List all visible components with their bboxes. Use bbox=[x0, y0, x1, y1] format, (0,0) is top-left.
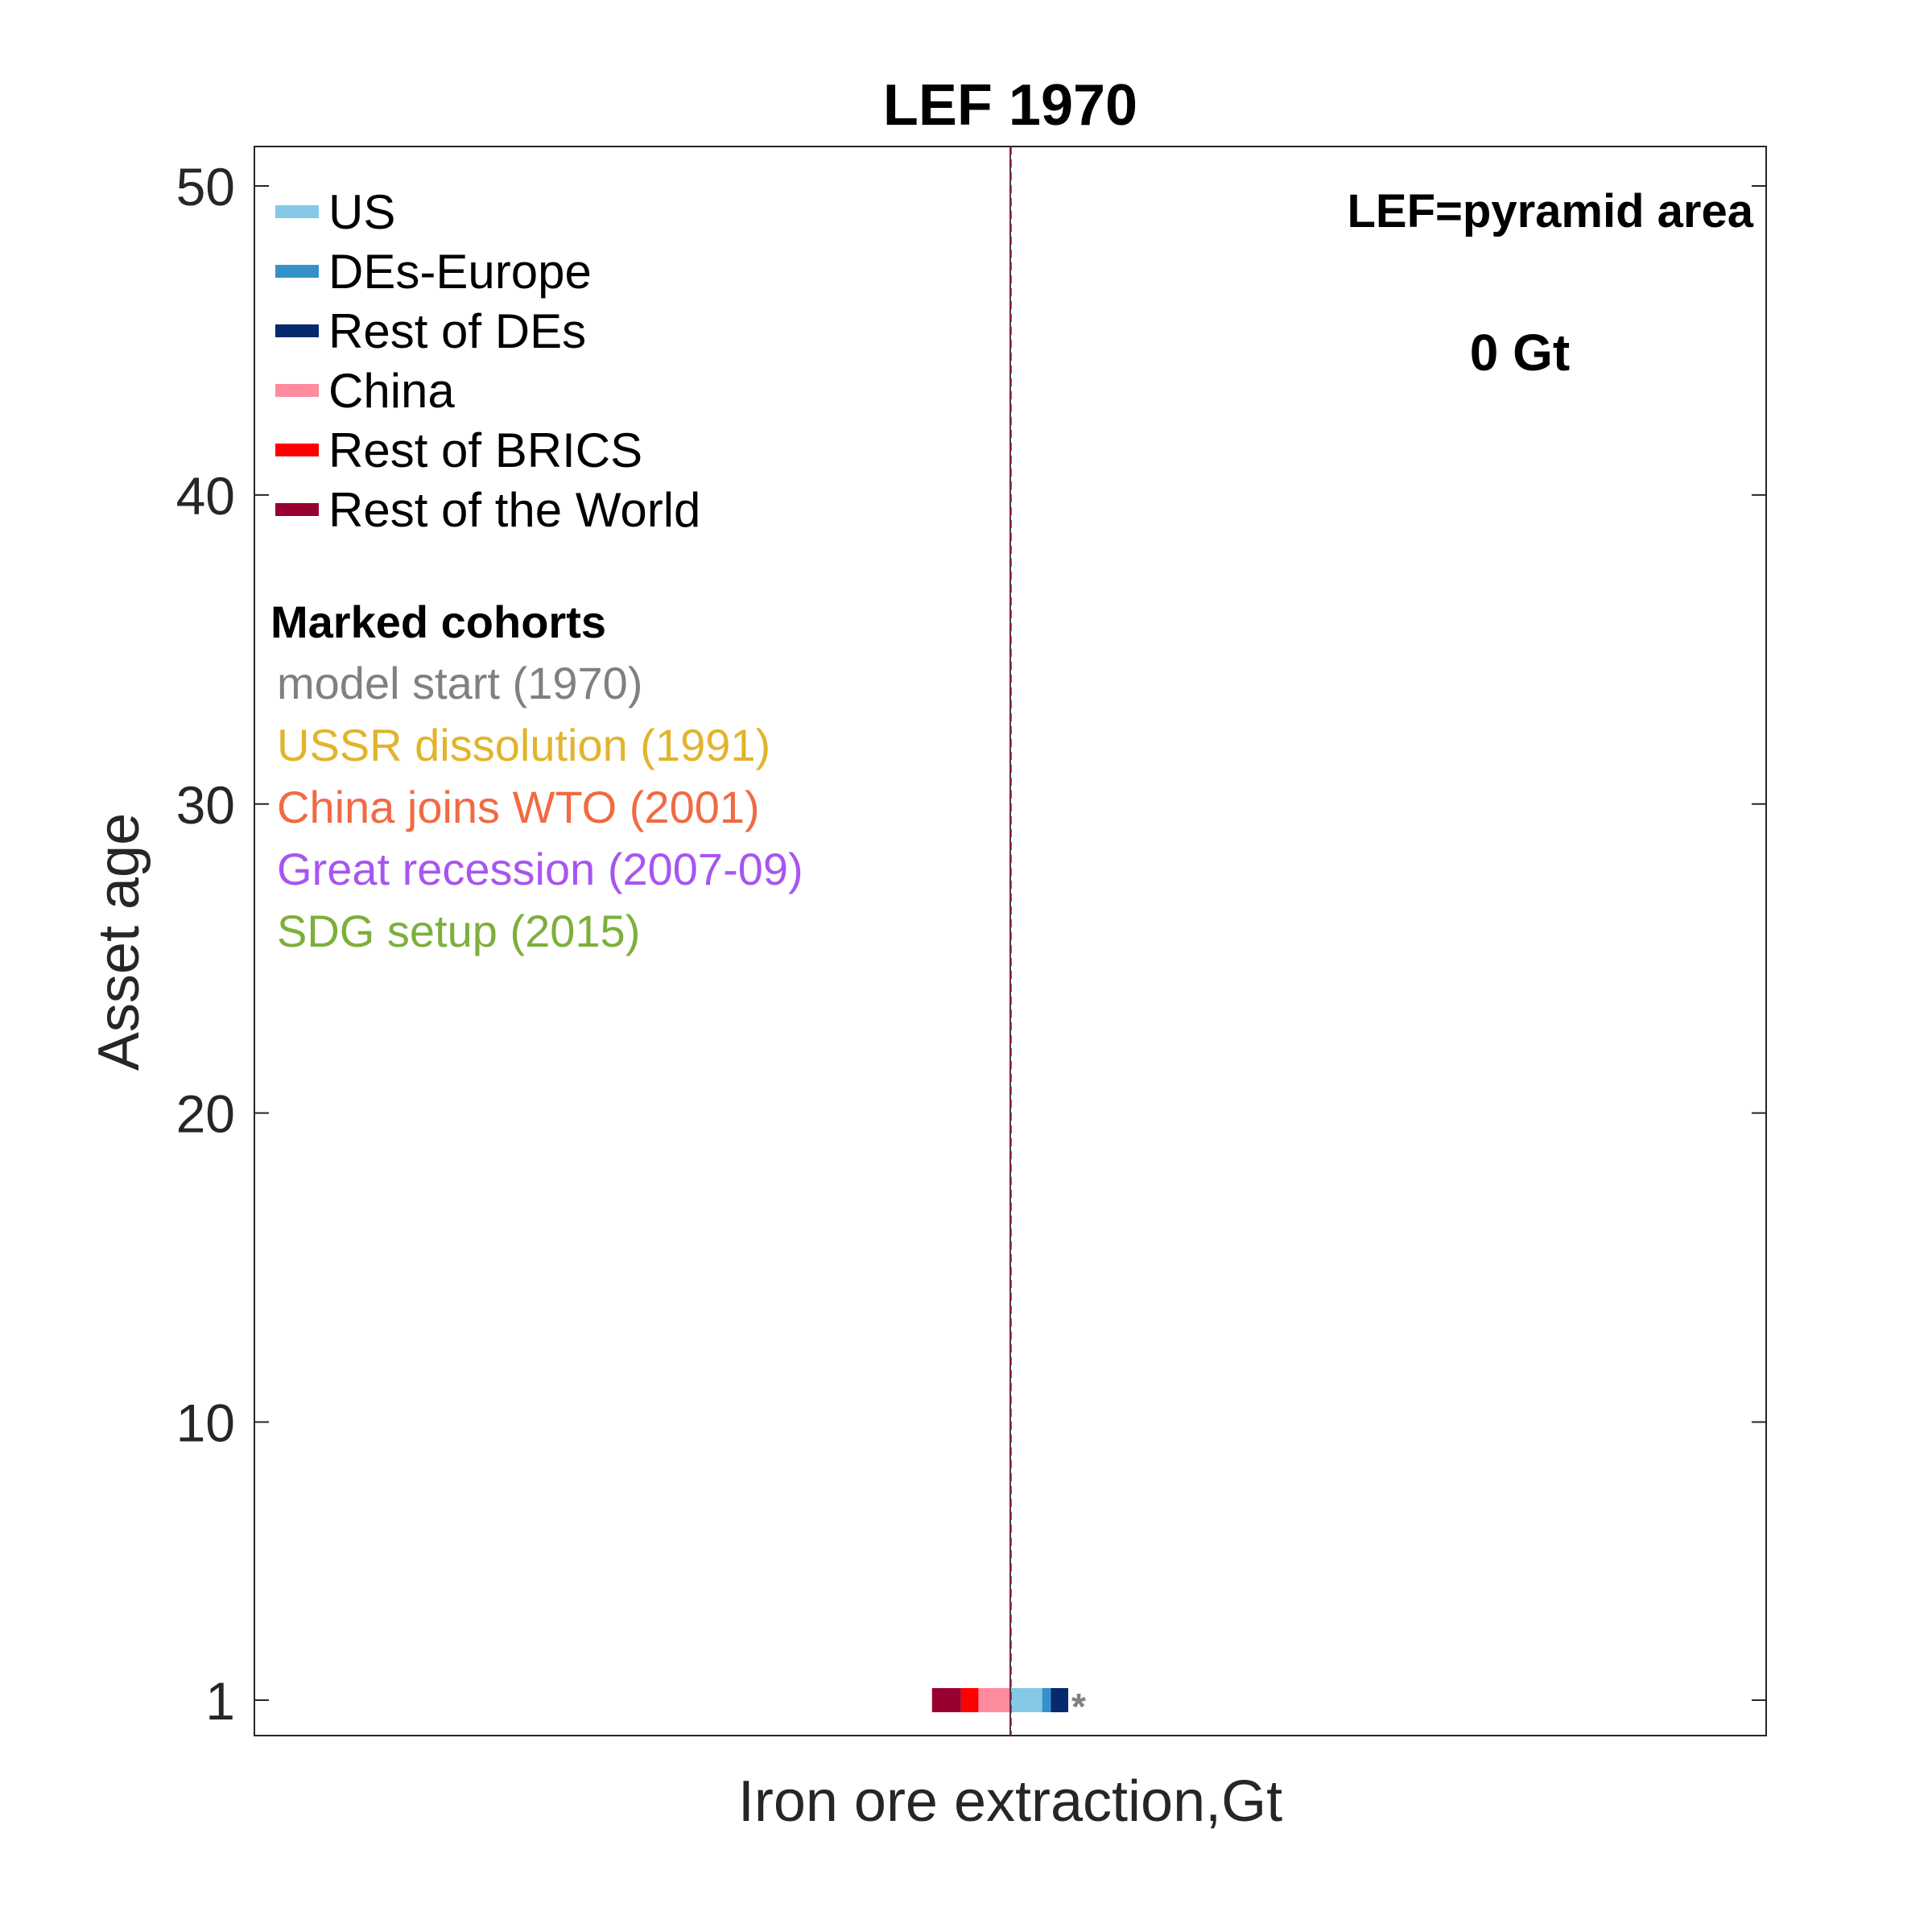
chart-title: LEF 1970 bbox=[883, 73, 1137, 138]
bar-des-europe-age-1 bbox=[1042, 1688, 1051, 1712]
y-tick-label-20: 20 bbox=[176, 1084, 235, 1144]
legend-label-rest-of-the-world: Rest of the World bbox=[328, 483, 700, 537]
legend-label-des-europe: DEs-Europe bbox=[328, 245, 592, 299]
bar-rest-of-the-world-age-1 bbox=[931, 1688, 961, 1712]
bars-layer bbox=[931, 1688, 1068, 1712]
y-axis-label: Asset age bbox=[87, 813, 151, 1071]
cohort-label-3: Great recession (2007-09) bbox=[277, 844, 803, 894]
cohort-label-0: model start (1970) bbox=[277, 658, 642, 708]
cohort-label-4: SDG setup (2015) bbox=[277, 906, 640, 956]
y-tick-label-30: 30 bbox=[176, 775, 235, 835]
y-axis: 1 10 20 30 40 50 bbox=[176, 157, 1766, 1731]
legend-swatch-us bbox=[275, 205, 319, 218]
cohort-marker: * bbox=[1071, 1686, 1086, 1728]
y-tick-label-10: 10 bbox=[176, 1393, 235, 1453]
legend-swatch-china bbox=[275, 384, 319, 397]
legend-label-rest-of-brics: Rest of BRICS bbox=[328, 423, 642, 477]
legend-swatch-rest-of-brics bbox=[275, 444, 319, 456]
bar-rest-of-des-age-1 bbox=[1051, 1688, 1068, 1712]
legend-swatch-rest-of-the-world bbox=[275, 503, 319, 516]
cohort-label-1: USSR dissolution (1991) bbox=[277, 720, 770, 770]
legend-label-us: US bbox=[328, 185, 395, 239]
y-tick-label-40: 40 bbox=[176, 466, 235, 526]
y-tick-label-50: 50 bbox=[176, 157, 235, 217]
cohort-label-2: China joins WTO (2001) bbox=[277, 782, 760, 832]
cohorts-title: Marked cohorts bbox=[270, 597, 606, 647]
annotation-label: LEF=pyramid area bbox=[1348, 185, 1754, 237]
bar-china-age-1 bbox=[978, 1688, 1010, 1712]
bar-us-age-1 bbox=[1010, 1688, 1042, 1712]
legend-swatch-des-europe bbox=[275, 265, 319, 278]
legend-label-china: China bbox=[328, 364, 455, 418]
marked-cohorts: Marked cohorts model start (1970) USSR dis… bbox=[270, 597, 803, 956]
x-axis-label: Iron ore extraction,Gt bbox=[738, 1769, 1282, 1834]
y-tick-label-1: 1 bbox=[205, 1671, 235, 1731]
bar-rest-of-brics-age-1 bbox=[960, 1688, 979, 1712]
annotation-value: 0 Gt bbox=[1470, 324, 1570, 382]
legend-label-rest-of-des: Rest of DEs bbox=[328, 304, 586, 358]
legend-swatch-rest-of-des bbox=[275, 324, 319, 337]
